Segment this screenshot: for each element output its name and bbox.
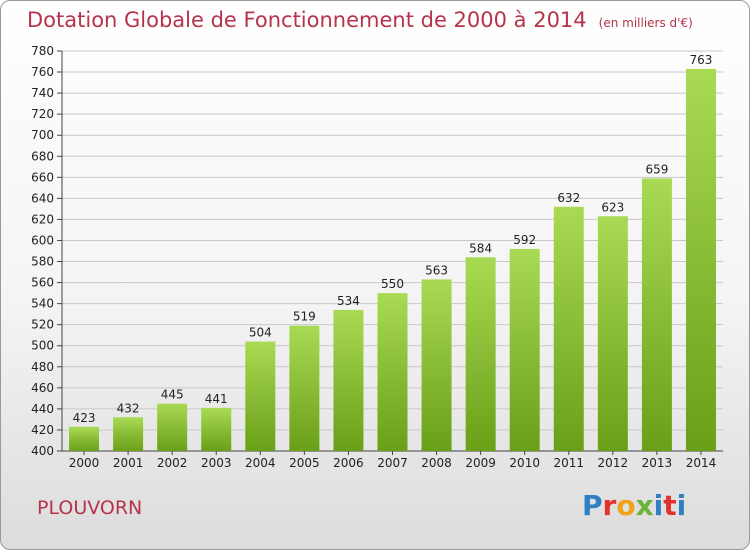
bar: [685, 68, 716, 451]
x-tick-label: 2011: [553, 456, 584, 470]
chart-subtitle: (en milliers d'€): [598, 16, 693, 30]
y-tick-label: 460: [31, 381, 54, 395]
bar: [333, 309, 364, 451]
bar: [245, 341, 276, 451]
data-label: 592: [513, 233, 536, 247]
x-tick-label: 2006: [333, 456, 364, 470]
data-label: 441: [205, 392, 228, 406]
x-tick-label: 2014: [686, 456, 717, 470]
x-tick-label: 2000: [69, 456, 100, 470]
x-tick-label: 2008: [421, 456, 452, 470]
y-tick-label: 580: [31, 255, 54, 269]
data-label: 432: [117, 401, 140, 415]
data-label: 763: [690, 53, 713, 67]
x-tick-label: 2005: [289, 456, 320, 470]
x-tick-label: 2009: [465, 456, 496, 470]
y-tick-label: 740: [31, 86, 54, 100]
x-tick-label: 2012: [598, 456, 629, 470]
proxiti-logo[interactable]: Proxiti: [582, 489, 687, 522]
x-tick-label: 2003: [201, 456, 232, 470]
data-label: 659: [645, 162, 668, 176]
x-tick-label: 2001: [113, 456, 144, 470]
bar: [641, 178, 672, 452]
y-tick-label: 760: [31, 65, 54, 79]
bar: [69, 426, 100, 451]
bar: [421, 279, 452, 451]
bar: [289, 325, 320, 451]
y-tick-label: 560: [31, 276, 54, 290]
data-label: 534: [337, 294, 360, 308]
y-tick-label: 660: [31, 170, 54, 184]
y-tick-label: 480: [31, 360, 54, 374]
data-label: 632: [557, 191, 580, 205]
bar: [553, 206, 584, 451]
bar: [157, 403, 188, 451]
data-label: 550: [381, 277, 404, 291]
data-label: 423: [73, 411, 96, 425]
data-label: 504: [249, 326, 272, 340]
y-tick-label: 520: [31, 318, 54, 332]
data-label: 445: [161, 388, 184, 402]
y-tick-label: 440: [31, 402, 54, 416]
commune-name: PLOUVORN: [37, 497, 143, 519]
data-label: 519: [293, 310, 316, 324]
y-tick-label: 700: [31, 128, 54, 142]
y-tick-label: 600: [31, 233, 54, 247]
y-tick-label: 420: [31, 423, 54, 437]
data-label: 623: [601, 200, 624, 214]
bar: [465, 257, 496, 451]
x-tick-label: 2004: [245, 456, 276, 470]
y-tick-label: 680: [31, 149, 54, 163]
y-tick-label: 620: [31, 212, 54, 226]
y-tick-label: 400: [31, 444, 54, 458]
y-tick-label: 720: [31, 107, 54, 121]
y-tick-label: 540: [31, 297, 54, 311]
y-tick-label: 640: [31, 191, 54, 205]
y-tick-label: 780: [31, 44, 54, 58]
chart-title: Dotation Globale de Fonctionnement de 20…: [27, 8, 693, 32]
chart-title-text: Dotation Globale de Fonctionnement de 20…: [27, 8, 587, 32]
x-tick-label: 2002: [157, 456, 188, 470]
bar: [597, 216, 628, 451]
bar: [509, 248, 540, 451]
x-tick-label: 2010: [509, 456, 540, 470]
bar: [377, 293, 408, 451]
data-label: 584: [469, 241, 492, 255]
bar: [113, 417, 144, 451]
x-tick-label: 2013: [642, 456, 673, 470]
x-tick-label: 2007: [377, 456, 408, 470]
y-tick-label: 500: [31, 339, 54, 353]
data-label: 563: [425, 263, 448, 277]
bar: [201, 407, 232, 451]
